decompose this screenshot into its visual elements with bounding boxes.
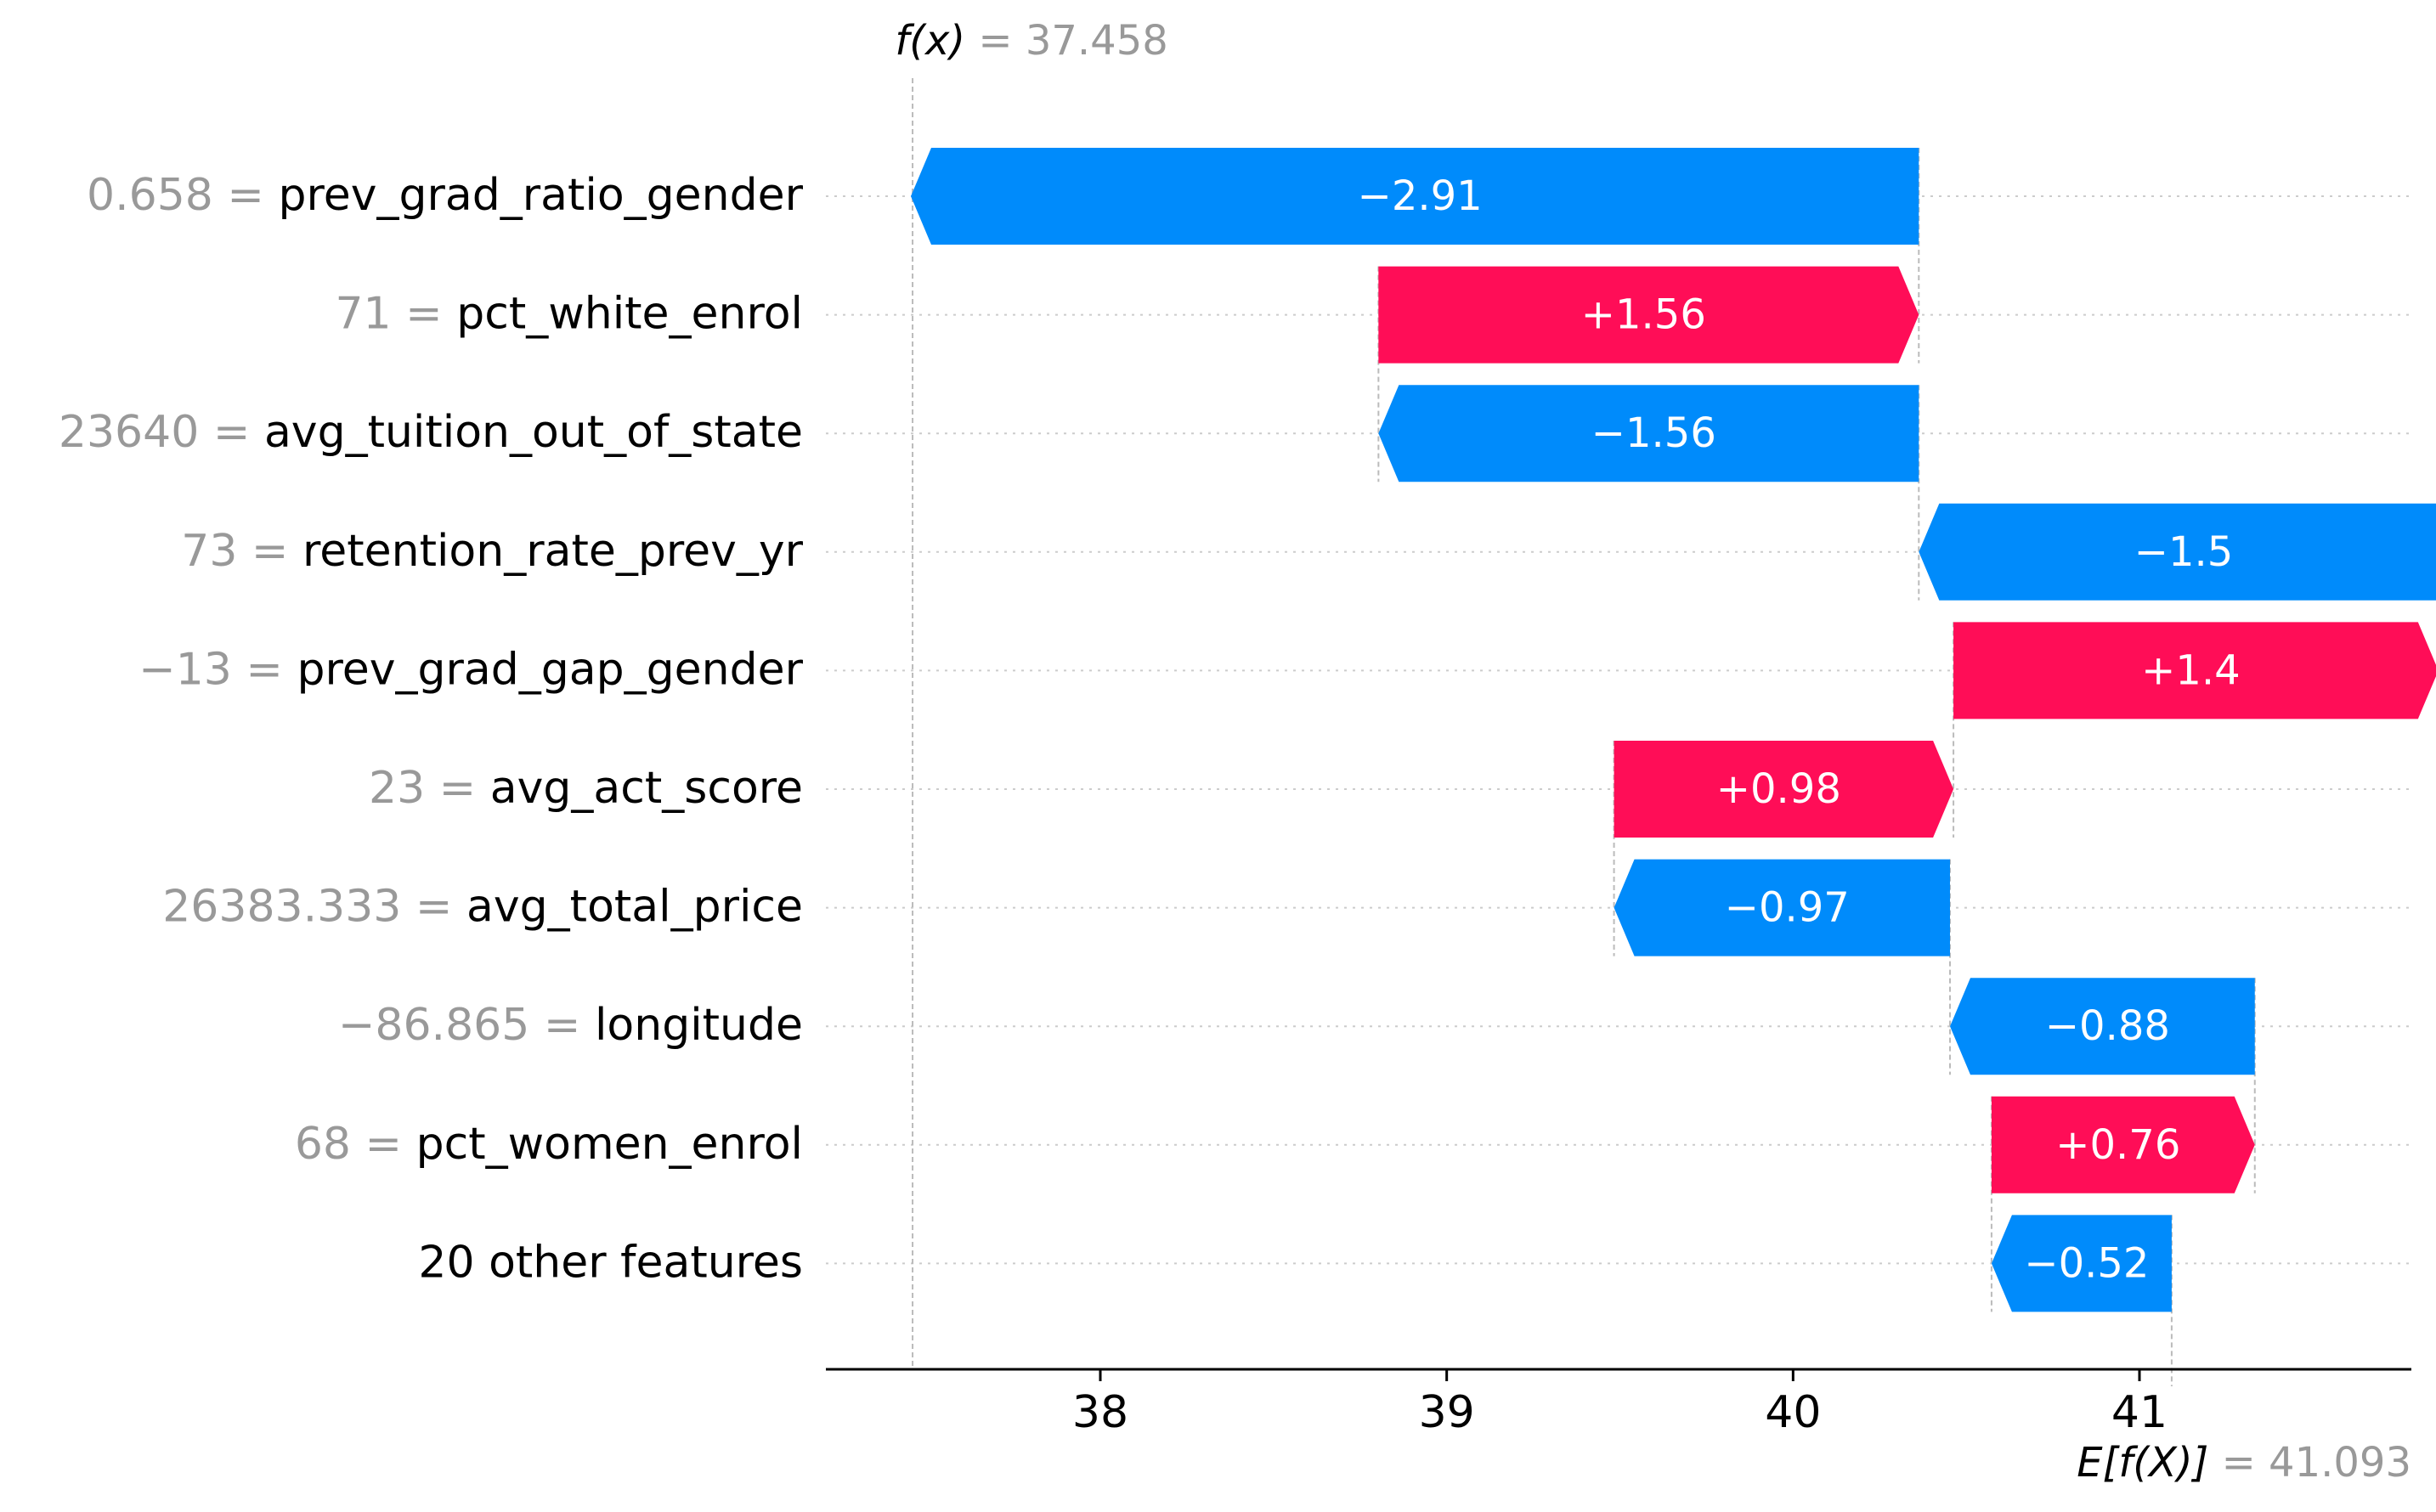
- contribution-bar-5: [1953, 622, 2436, 719]
- feature-label: 71 = pct_white_enrol: [335, 289, 803, 340]
- efx-value: = 41.093: [2208, 1439, 2411, 1487]
- feature-name-text: 20 other features: [418, 1237, 803, 1288]
- feature-label: −86.865 = longitude: [338, 1000, 803, 1051]
- feature-name-text: retention_rate_prev_yr: [302, 526, 804, 577]
- contribution-bar-2: [1378, 266, 1919, 364]
- feature-label: −13 = prev_grad_gap_gender: [138, 644, 803, 695]
- feature-label: 0.658 = prev_grad_ratio_gender: [87, 170, 804, 221]
- efx-annotation: E[f(X)] = 41.093: [2077, 1439, 2411, 1487]
- feature-value-text: 26383.333 =: [162, 882, 466, 933]
- contribution-bar-8: [1950, 978, 2255, 1075]
- contribution-bar-6: [1614, 741, 1954, 838]
- feature-value-text: 68 =: [295, 1119, 416, 1170]
- feature-name-text: pct_women_enrol: [416, 1119, 803, 1170]
- feature-label: 73 = retention_rate_prev_yr: [181, 526, 803, 577]
- feature-label: 26383.333 = avg_total_price: [162, 882, 803, 933]
- x-tick-label: 38: [1072, 1387, 1128, 1438]
- contribution-label: −0.88: [2045, 1002, 2170, 1050]
- contribution-bar-4: [1919, 503, 2436, 601]
- feature-value-text: 23640 =: [59, 407, 264, 458]
- contribution-label: −1.5: [2134, 528, 2234, 576]
- contribution-label: −1.56: [1591, 409, 1716, 457]
- contribution-label: +0.98: [1716, 765, 1841, 813]
- contribution-bar-1: [911, 148, 1919, 245]
- fx-value: = 37.458: [965, 17, 1168, 65]
- x-tick-label: 41: [2111, 1387, 2168, 1438]
- feature-name-text: longitude: [595, 1000, 803, 1051]
- feature-value-text: −13 =: [138, 644, 297, 695]
- contribution-bar-9: [1991, 1096, 2255, 1193]
- bar-layer: −2.91 +1.56 −1.56 −1.5 +1.4 +0.98 −0.97 −0.88 +0…: [911, 148, 2436, 1312]
- contribution-bar-7: [1614, 859, 1951, 956]
- feature-name-text: avg_total_price: [466, 882, 803, 933]
- feature-name-text: avg_tuition_out_of_state: [264, 407, 803, 458]
- feature-label: 23640 = avg_tuition_out_of_state: [59, 407, 803, 458]
- axis-layer: 38 39 40 41: [826, 1368, 2411, 1438]
- annotation-layer: f(x) = 37.458 E[f(X)] = 41.093: [895, 17, 2411, 1487]
- feature-name-text: prev_grad_ratio_gender: [279, 170, 804, 221]
- fx-annotation: f(x) = 37.458: [895, 17, 1167, 65]
- feature-name-text: prev_grad_gap_gender: [297, 644, 804, 695]
- contribution-label: +0.76: [2055, 1121, 2180, 1169]
- feature-value-text: 71 =: [335, 289, 456, 340]
- feature-label: 23 = avg_act_score: [369, 763, 803, 814]
- x-tick-label: 40: [1765, 1387, 1821, 1438]
- contribution-bar-3: [1378, 385, 1919, 482]
- contribution-label: +1.56: [1581, 291, 1706, 339]
- feature-name-text: avg_act_score: [490, 763, 803, 814]
- feature-name-text: pct_white_enrol: [456, 289, 803, 340]
- label-layer: 0.658 = prev_grad_ratio_gender 71 = pct_w…: [59, 170, 804, 1288]
- feature-label: 20 other features: [418, 1237, 803, 1288]
- feature-value-text: 0.658 =: [87, 170, 279, 221]
- contribution-label: −2.91: [1358, 172, 1483, 220]
- efx-label: E[f(X)]: [2077, 1439, 2208, 1487]
- contribution-label: −0.97: [1725, 884, 1850, 932]
- contribution-label: +1.4: [2141, 646, 2241, 694]
- x-tick-label: 39: [1419, 1387, 1475, 1438]
- feature-label: 68 = pct_women_enrol: [295, 1119, 803, 1170]
- fx-label: f(x): [895, 17, 965, 65]
- feature-value-text: −86.865 =: [338, 1000, 595, 1051]
- feature-value-text: 23 =: [369, 763, 490, 814]
- feature-value-text: 73 =: [181, 526, 302, 577]
- contribution-label: −0.52: [2024, 1239, 2149, 1287]
- contribution-bar-10: [1991, 1215, 2172, 1312]
